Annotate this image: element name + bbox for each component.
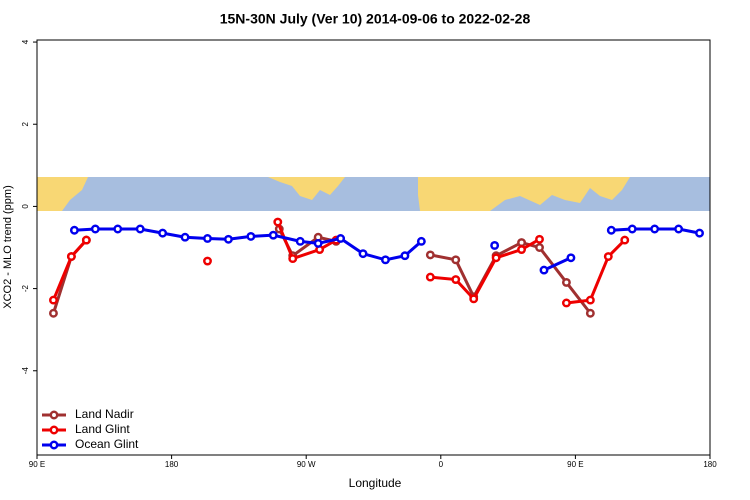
legend-marker (49, 410, 59, 420)
data-point (566, 253, 576, 263)
data-point (295, 236, 305, 246)
x-tick-label: 90 E (29, 460, 45, 469)
data-point (535, 243, 544, 252)
data-point (223, 234, 233, 244)
data-point (539, 265, 549, 275)
data-point (606, 225, 616, 235)
data-point (66, 252, 76, 261)
data-point (336, 234, 346, 243)
data-point (451, 255, 461, 265)
data-point (535, 234, 544, 244)
data-point (180, 232, 190, 242)
data-point (90, 224, 100, 234)
data-point (491, 253, 501, 263)
data-point (81, 235, 91, 245)
data-point (135, 224, 145, 234)
legend-label: Ocean Glint (75, 437, 139, 451)
plot-frame (36, 39, 711, 456)
y-axis-label: XCO2 - MLO trend (ppm) (2, 185, 14, 308)
data-point (69, 225, 79, 235)
data-point (517, 238, 527, 248)
y-tick-label: -4 (21, 367, 30, 375)
legend-label: Land Glint (75, 422, 130, 436)
x-tick-label: 0 (439, 460, 444, 469)
y-tick-label: -2 (21, 284, 30, 292)
data-point (203, 234, 212, 243)
data-point (246, 231, 256, 241)
data-point (603, 252, 613, 261)
x-tick-label: 90 E (567, 460, 583, 469)
data-point (627, 224, 637, 234)
y-tick-label: 2 (21, 121, 30, 126)
legend-marker (49, 425, 59, 435)
data-point (490, 240, 500, 250)
y-tick-label: 0 (21, 204, 30, 209)
data-point (561, 277, 571, 287)
data-point (425, 272, 435, 282)
data-point (416, 236, 426, 246)
y-tick-label: 4 (21, 39, 30, 44)
data-point (425, 250, 435, 260)
data-point (585, 308, 595, 318)
x-tick-label: 180 (165, 460, 179, 469)
data-point (400, 251, 410, 261)
data-point (273, 217, 283, 227)
data-point (358, 249, 368, 259)
data-point (695, 228, 704, 238)
land (418, 177, 630, 211)
data-point (113, 224, 123, 234)
data-point (451, 275, 461, 284)
data-point (268, 230, 278, 240)
data-point (49, 308, 58, 318)
chart-title: 15N-30N July (Ver 10) 2014-09-06 to 2022… (220, 11, 531, 27)
x-axis-label: Longitude (349, 476, 402, 490)
data-point (585, 295, 595, 305)
land (37, 177, 88, 211)
data-point (620, 235, 630, 245)
data-point (288, 254, 298, 264)
x-tick-label: 90 W (297, 460, 316, 469)
data-point (674, 224, 684, 234)
data-point (469, 294, 479, 304)
data-point (381, 255, 390, 265)
data-point (561, 298, 571, 308)
legend-marker (49, 440, 59, 450)
x-tick-label: 180 (703, 460, 717, 469)
data-point (313, 238, 323, 248)
land (268, 177, 345, 200)
data-point (650, 224, 660, 234)
data-point (517, 245, 527, 255)
data-point (49, 295, 58, 305)
map-band (37, 177, 710, 211)
data-point (203, 256, 212, 266)
data-point (158, 228, 168, 238)
legend-label: Land Nadir (75, 407, 134, 421)
